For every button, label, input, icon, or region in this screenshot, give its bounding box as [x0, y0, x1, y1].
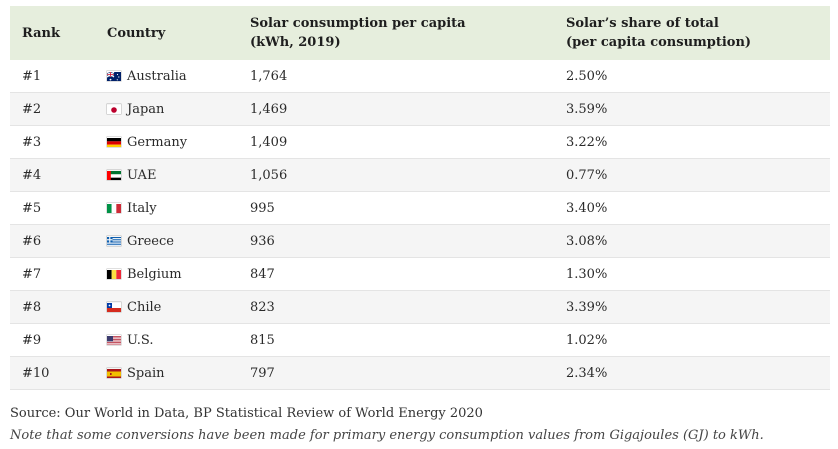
- source-note: Source: Our World in Data, BP Statistica…: [10, 406, 483, 421]
- country-name: UAE: [127, 167, 157, 183]
- country-cell: Germany: [107, 125, 250, 159]
- share-cell: 1.02%: [566, 323, 830, 357]
- consumption-cell: 1,056: [250, 158, 566, 192]
- country-cell: Spain: [107, 356, 250, 390]
- country-cell: U.S.: [107, 323, 250, 357]
- share-cell: 3.08%: [566, 224, 830, 258]
- country-name: Spain: [127, 365, 165, 381]
- rank-cell: #4: [10, 158, 107, 192]
- country-name: Japan: [127, 101, 165, 117]
- table-row: #10 Spain 797 2.34%: [10, 356, 830, 390]
- table-header-row: Rank Country Solar consumption per capit…: [10, 6, 830, 60]
- country-cell: Australia: [107, 60, 250, 93]
- table-row: #6 Greece 936 3.08%: [10, 224, 830, 258]
- rank-cell: #6: [10, 224, 107, 258]
- consumption-cell: 797: [250, 356, 566, 390]
- table-row: #4 UAE 1,056 0.77%: [10, 158, 830, 192]
- rank-cell: #2: [10, 92, 107, 126]
- header-share-line2: (per capita consumption): [566, 35, 752, 50]
- chile-flag-icon: [107, 302, 121, 312]
- country-cell: Belgium: [107, 257, 250, 291]
- share-cell: 3.59%: [566, 92, 830, 126]
- share-cell: 0.77%: [566, 158, 830, 192]
- country-cell: Greece: [107, 224, 250, 258]
- share-cell: 2.50%: [566, 60, 830, 93]
- header-share: Solar’s share of total (per capita consu…: [566, 6, 830, 60]
- header-share-line1: Solar’s share of total: [566, 16, 719, 31]
- consumption-cell: 823: [250, 290, 566, 324]
- table-row: #5 Italy 995 3.40%: [10, 191, 830, 225]
- country-cell: Japan: [107, 92, 250, 126]
- italy-flag-icon: [107, 203, 121, 213]
- spain-flag-icon: [107, 368, 121, 378]
- table-body: #1 Australia 1,764 2.50% #2 Japan 1,469 3.59% #3…: [10, 60, 830, 390]
- consumption-cell: 995: [250, 191, 566, 225]
- share-cell: 2.34%: [566, 356, 830, 390]
- rank-cell: #8: [10, 290, 107, 324]
- table-row: #8 Chile 823 3.39%: [10, 290, 830, 324]
- rank-cell: #3: [10, 125, 107, 159]
- share-cell: 3.39%: [566, 290, 830, 324]
- rank-cell: #7: [10, 257, 107, 291]
- country-name: Belgium: [127, 266, 182, 282]
- country-name: Australia: [127, 68, 187, 84]
- table-row: #1 Australia 1,764 2.50%: [10, 60, 830, 93]
- table-row: #7 Belgium 847 1.30%: [10, 257, 830, 291]
- greece-flag-icon: [107, 236, 121, 246]
- header-consumption-line2: (kWh, 2019): [250, 35, 341, 50]
- rank-cell: #9: [10, 323, 107, 357]
- country-cell: UAE: [107, 158, 250, 192]
- australia-flag-icon: [107, 71, 121, 81]
- consumption-cell: 1,469: [250, 92, 566, 126]
- country-name: Chile: [127, 299, 162, 315]
- country-name: Germany: [127, 134, 188, 150]
- uae-flag-icon: [107, 170, 121, 180]
- consumption-cell: 1,409: [250, 125, 566, 159]
- share-cell: 3.40%: [566, 191, 830, 225]
- solar-ranking-table: Rank Country Solar consumption per capit…: [10, 6, 830, 390]
- conversion-footnote: Note that some conversions have been mad…: [10, 428, 764, 443]
- germany-flag-icon: [107, 137, 121, 147]
- japan-flag-icon: [107, 104, 121, 114]
- country-name: Greece: [127, 233, 174, 249]
- rank-cell: #10: [10, 356, 107, 390]
- consumption-cell: 1,764: [250, 60, 566, 93]
- rank-cell: #1: [10, 60, 107, 93]
- rank-cell: #5: [10, 191, 107, 225]
- header-country: Country: [107, 25, 166, 41]
- table-row: #2 Japan 1,469 3.59%: [10, 92, 830, 126]
- country-name: Italy: [127, 200, 157, 216]
- country-cell: Chile: [107, 290, 250, 324]
- country-name: U.S.: [127, 332, 154, 348]
- us-flag-icon: [107, 335, 121, 345]
- header-rank: Rank: [22, 25, 60, 41]
- share-cell: 3.22%: [566, 125, 830, 159]
- table-row: #9 U.S. 815 1.02%: [10, 323, 830, 357]
- share-cell: 1.30%: [566, 257, 830, 291]
- consumption-cell: 936: [250, 224, 566, 258]
- consumption-cell: 847: [250, 257, 566, 291]
- table-row: #3 Germany 1,409 3.22%: [10, 125, 830, 159]
- country-cell: Italy: [107, 191, 250, 225]
- consumption-cell: 815: [250, 323, 566, 357]
- header-consumption-line1: Solar consumption per capita: [250, 16, 466, 31]
- header-consumption: Solar consumption per capita (kWh, 2019): [250, 6, 566, 60]
- belgium-flag-icon: [107, 269, 121, 279]
